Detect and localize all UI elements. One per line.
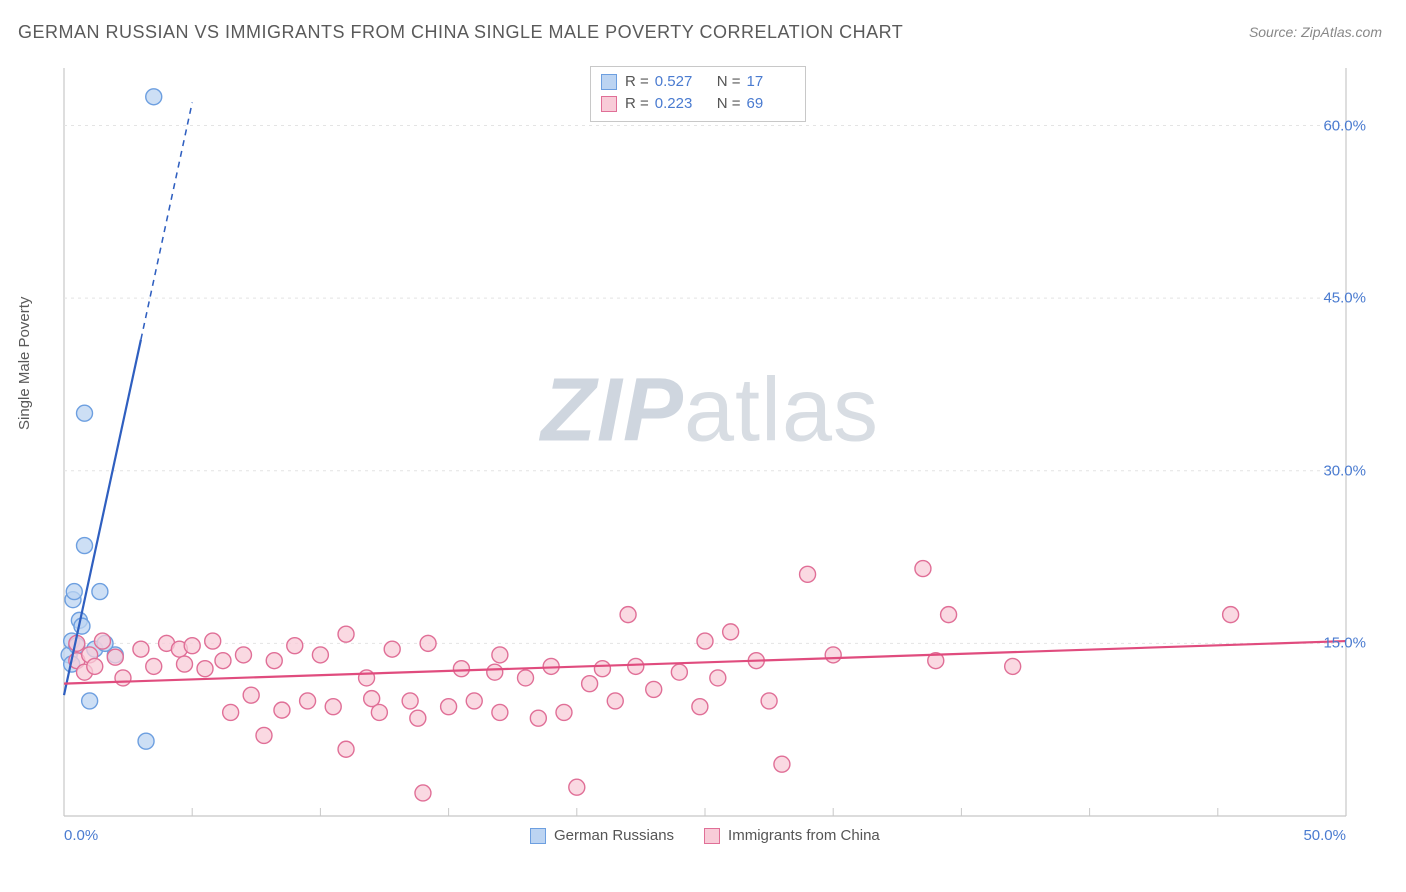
swatch-series-1 bbox=[601, 74, 617, 90]
swatch-series-2 bbox=[601, 96, 617, 112]
y-tick-label: 15.0% bbox=[1323, 635, 1366, 652]
source-credit: Source: ZipAtlas.com bbox=[1249, 24, 1382, 40]
y-axis-label: Single Male Poverty bbox=[16, 297, 33, 430]
legend-label-2: Immigrants from China bbox=[728, 827, 880, 844]
x-tick-label: 50.0% bbox=[1303, 827, 1346, 844]
chart-svg bbox=[50, 60, 1370, 840]
x-tick-label: 0.0% bbox=[64, 827, 98, 844]
r-label: R = bbox=[625, 93, 649, 115]
stats-legend: R = 0.527 N = 17 R = 0.223 N = 69 bbox=[590, 66, 806, 122]
plot-area: ZIPatlas R = 0.527 N = 17 R = 0.223 N = … bbox=[50, 60, 1370, 840]
n-value-2: 69 bbox=[747, 93, 795, 115]
legend-item-2: Immigrants from China bbox=[704, 827, 880, 844]
n-label: N = bbox=[717, 71, 741, 93]
y-tick-label: 45.0% bbox=[1323, 290, 1366, 307]
legend-item-1: German Russians bbox=[530, 827, 674, 844]
n-label: N = bbox=[717, 93, 741, 115]
y-tick-label: 30.0% bbox=[1323, 462, 1366, 479]
n-value-1: 17 bbox=[747, 71, 795, 93]
stats-row-2: R = 0.223 N = 69 bbox=[601, 93, 795, 115]
r-label: R = bbox=[625, 71, 649, 93]
legend-label-1: German Russians bbox=[554, 827, 674, 844]
swatch-series-2 bbox=[704, 828, 720, 844]
chart-title: GERMAN RUSSIAN VS IMMIGRANTS FROM CHINA … bbox=[18, 22, 903, 43]
r-value-2: 0.223 bbox=[655, 93, 703, 115]
y-tick-label: 60.0% bbox=[1323, 117, 1366, 134]
swatch-series-1 bbox=[530, 828, 546, 844]
series-legend: German Russians Immigrants from China bbox=[530, 827, 880, 844]
r-value-1: 0.527 bbox=[655, 71, 703, 93]
stats-row-1: R = 0.527 N = 17 bbox=[601, 71, 795, 93]
